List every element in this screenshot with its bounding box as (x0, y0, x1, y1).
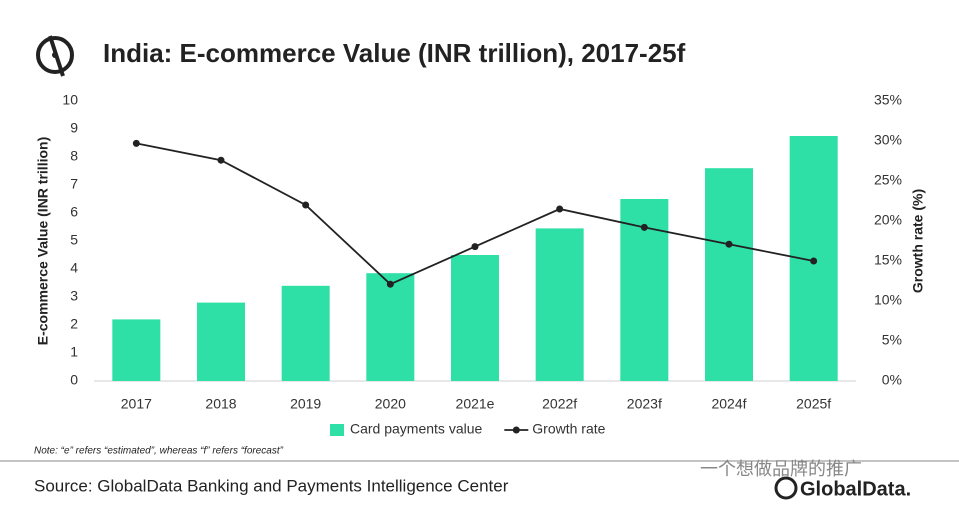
x-tick-label: 2018 (205, 396, 236, 412)
y2-tick-label: 25% (874, 172, 902, 188)
y-tick-label: 4 (70, 260, 78, 276)
x-tick-label: 2021e (456, 396, 495, 412)
y2-tick-label: 30% (874, 132, 902, 148)
legend-label: Growth rate (532, 421, 605, 437)
x-tick-label: 2024f (711, 396, 746, 412)
line-point (132, 139, 140, 147)
y2-tick-label: 20% (874, 212, 902, 228)
line-point (810, 257, 818, 265)
y2-tick-label: 0% (882, 372, 902, 388)
x-tick-label: 2023f (627, 396, 662, 412)
y-tick-label: 10 (62, 92, 78, 108)
bar (451, 255, 499, 381)
line-point (217, 156, 225, 164)
bar (705, 168, 753, 381)
source: Source: GlobalData Banking and Payments … (34, 476, 509, 495)
line-point (471, 243, 479, 251)
y-tick-label: 3 (70, 288, 78, 304)
y2-tick-label: 5% (882, 332, 902, 348)
y-tick-label: 2 (70, 316, 78, 332)
bar (535, 228, 584, 381)
line-point (556, 205, 564, 213)
y2-tick-label: 10% (874, 292, 902, 308)
x-tick-label: 2019 (290, 396, 321, 412)
bar (197, 302, 245, 381)
y2-tick-label: 35% (874, 92, 902, 108)
logo-icon (36, 35, 74, 77)
bar (112, 319, 161, 381)
bar (366, 273, 415, 381)
y-tick-label: 9 (70, 120, 78, 136)
line-point (302, 201, 310, 209)
line-point (640, 223, 648, 231)
bar (281, 285, 330, 381)
y-tick-label: 8 (70, 148, 78, 164)
legend-swatch (512, 426, 520, 434)
legend-label: Card payments value (350, 421, 483, 437)
logo-text: GlobalData. (800, 478, 911, 500)
x-tick-label: 2022f (542, 396, 577, 412)
y-tick-label: 1 (70, 344, 78, 360)
y-tick-label: 0 (70, 372, 78, 388)
y-tick-label: 7 (70, 176, 78, 192)
y-tick-label: 6 (70, 204, 78, 220)
chart-title: India: E-commerce Value (INR trillion), … (103, 38, 686, 68)
y2-tick-label: 15% (874, 252, 902, 268)
x-tick-label: 2025f (796, 396, 831, 412)
y-axis-label: E-commerce Value (INR trillion) (35, 137, 51, 346)
x-tick-label: 2017 (121, 396, 152, 412)
x-tick-label: 2020 (375, 396, 406, 412)
y2-axis-label: Growth rate (%) (910, 189, 926, 293)
line-point (725, 240, 733, 248)
logo-mark (774, 476, 798, 500)
y-tick-label: 5 (70, 232, 78, 248)
legend-swatch (330, 424, 344, 436)
watermark: 一个想做品牌的推广 (700, 459, 862, 479)
note: Note: “e” refers “estimated”, whereas “f… (34, 446, 284, 457)
line-point (386, 280, 394, 288)
